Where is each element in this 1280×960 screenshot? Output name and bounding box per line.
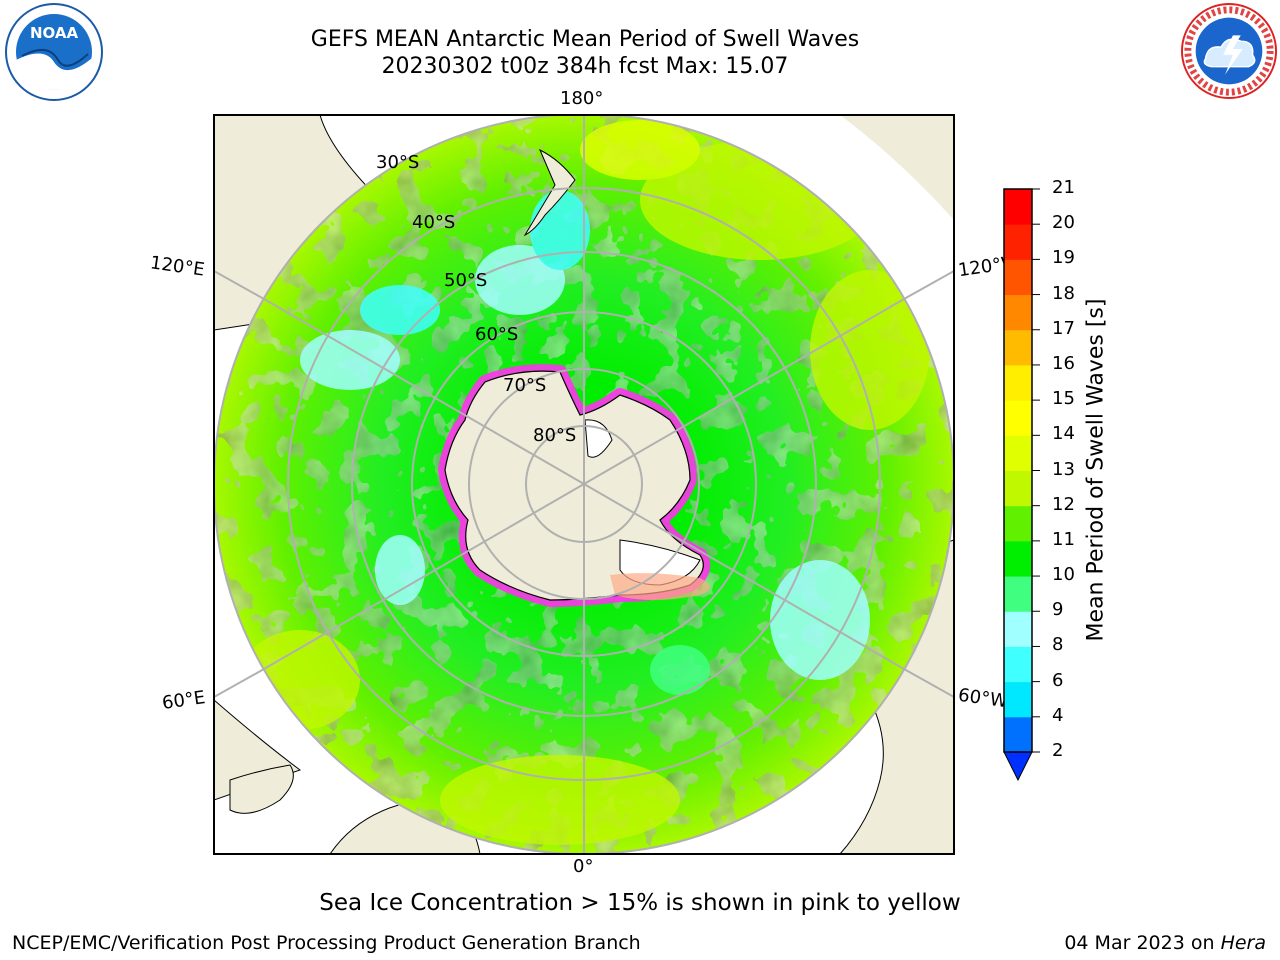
noaa-logo-text: NOAA [30,24,79,42]
sea-ice-note: Sea Ice Concentration > 15% is shown in … [319,890,961,916]
colorbar-bin [1004,681,1032,718]
colorbar-bin [1004,364,1032,401]
lat-label-40s: 40°S [412,212,456,233]
colorbar-bin [1004,646,1032,683]
colorbar-tick-label: 12 [1052,493,1075,515]
footer-machine: Hera [1220,932,1266,954]
colorbar-tick-label: 19 [1052,247,1075,269]
colorbar-tick-label: 6 [1052,669,1064,691]
colorbar-bin [1004,259,1032,296]
colorbar-tick-label: 14 [1052,423,1075,445]
colorbar-tick-label: 20 [1052,212,1075,234]
footer-date: 04 Mar 2023 on Hera [1064,932,1266,954]
colorbar-bin [1004,470,1032,507]
colorbar-tick-label: 15 [1052,388,1075,410]
footer-date-text: 04 Mar 2023 on [1064,932,1215,954]
nws-logo [1180,2,1278,100]
colorbar-bin [1004,576,1032,612]
colorbar-tick-label: 8 [1052,634,1064,656]
colorbar-bin [1004,505,1032,542]
colorbar-label: Mean Period of Swell Waves [s] [1083,298,1109,642]
colorbar-bin [1004,329,1032,366]
colorbar-tick-label: 21 [1052,177,1075,198]
colorbar-bin [1004,611,1032,647]
lon-label-0: 0° [573,856,594,877]
colorbar-tick-label: 17 [1052,317,1075,339]
footer-credit: NCEP/EMC/Verification Post Processing Pr… [12,932,641,954]
lat-label-70s: 70°S [503,375,547,396]
map-frame [213,114,955,855]
graticule [214,115,954,854]
noaa-logo: NOAA [5,3,103,101]
colorbar-bin [1004,224,1032,260]
lon-label-180: 180° [560,88,604,109]
colorbar-tick-label: 4 [1052,704,1064,726]
low-period-areas [300,190,870,695]
colorbar-bin [1004,716,1032,753]
lat-label-50s: 50°S [444,270,488,291]
antarctica [438,364,711,607]
lat-label-60s: 60°S [475,324,519,345]
colorbar-bin [1004,400,1032,436]
chart-subtitle: 20230302 t00z 384h fcst Max: 15.07 [381,54,789,79]
colorbar-tick-label: 10 [1052,564,1075,586]
colorbar-tick-label: 11 [1052,528,1075,550]
colorbar-tick-label: 9 [1052,599,1064,621]
lat-label-30s: 30°S [376,152,420,173]
colorbar-extend-arrow [1003,751,1033,782]
colorbar-bin [1004,189,1032,225]
lat-label-80s: 80°S [533,425,577,446]
colorbar-tick-label: 2 [1052,740,1064,761]
colorbar-tick-label: 18 [1052,282,1075,304]
colorbar-bin [1004,540,1032,577]
colorbar-bin [1004,294,1032,331]
colorbar-tick-label: 13 [1052,458,1075,480]
colorbar-bin [1004,435,1032,471]
colorbar-tick-label: 16 [1052,352,1075,374]
colorbar [1003,188,1040,782]
chart-title: GEFS MEAN Antarctic Mean Period of Swell… [310,27,860,52]
